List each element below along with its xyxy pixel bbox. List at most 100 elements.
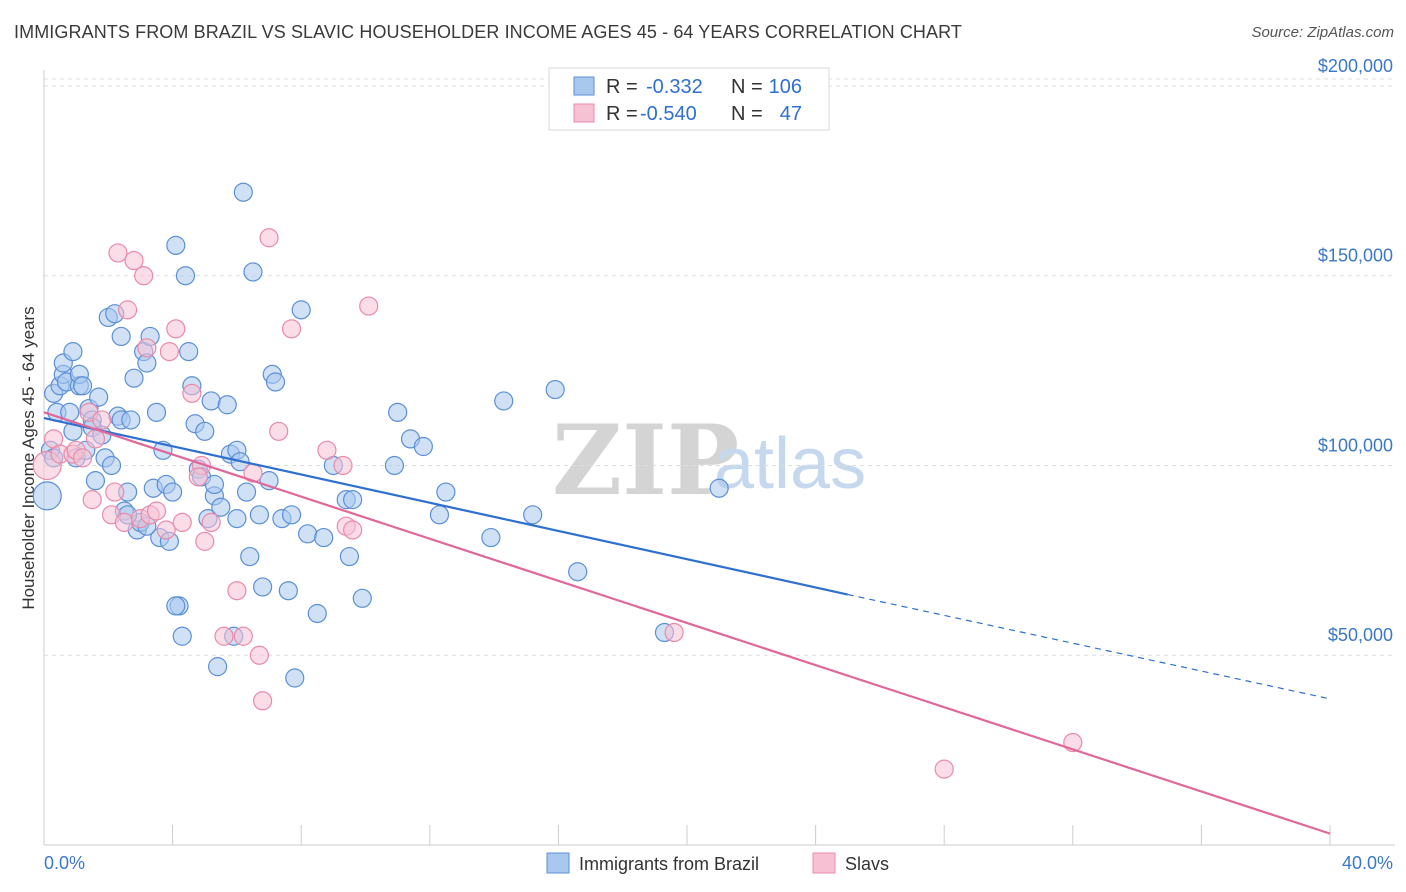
brazil-point bbox=[195, 421, 215, 441]
x-tick-label-max: 40.0% bbox=[1342, 853, 1393, 873]
slavs-point bbox=[269, 421, 289, 441]
brazil-point bbox=[413, 436, 433, 457]
brazil-point bbox=[175, 266, 196, 286]
brazil-point bbox=[179, 342, 199, 362]
slavs-point bbox=[227, 581, 247, 601]
slavs-point bbox=[333, 455, 353, 476]
slavs-point bbox=[343, 520, 363, 540]
brazil-point bbox=[278, 581, 298, 601]
slavs-point bbox=[359, 296, 379, 316]
brazil-point bbox=[236, 482, 257, 502]
brazil-point bbox=[339, 546, 360, 567]
brazil-point bbox=[72, 376, 93, 396]
slavs-point bbox=[156, 520, 176, 540]
brazil-point bbox=[307, 603, 327, 624]
slavs-trend-line bbox=[43, 411, 1331, 835]
brazil-point bbox=[240, 546, 260, 567]
slavs-point bbox=[134, 266, 154, 286]
brazil-point bbox=[568, 562, 588, 582]
slavs-point bbox=[124, 250, 144, 271]
watermark-atlas: atlas bbox=[714, 424, 866, 504]
brazil-point bbox=[121, 410, 141, 430]
x-tick-label-min: 0.0% bbox=[44, 853, 85, 873]
bottom-legend: Immigrants from Brazil Slavs bbox=[546, 852, 889, 874]
brazil-point bbox=[146, 402, 167, 422]
slavs-point bbox=[182, 383, 202, 403]
y-tick-labels: $50,000 $100,000 $150,000 $200,000 bbox=[1318, 56, 1393, 645]
slavs-point bbox=[281, 319, 302, 339]
brazil-point bbox=[494, 391, 514, 411]
top-legend-box bbox=[548, 67, 830, 131]
x-tick-labels: 0.0% 40.0% bbox=[43, 825, 1393, 873]
slavs-point bbox=[159, 342, 179, 362]
source-label: Source: ZipAtlas.com bbox=[1251, 24, 1394, 41]
slavs-point bbox=[195, 531, 215, 551]
brazil-point bbox=[233, 182, 253, 202]
bottom-legend-swatch-slavs bbox=[812, 852, 836, 874]
bottom-legend-label-brazil: Immigrants from Brazil bbox=[579, 854, 759, 874]
slavs-point bbox=[249, 645, 270, 665]
brazil-point bbox=[298, 524, 318, 544]
brazil-point bbox=[201, 391, 221, 411]
slavs-point bbox=[201, 512, 221, 533]
legend-r-value-brazil: -0.332 bbox=[646, 76, 703, 98]
brazil-point bbox=[32, 481, 62, 511]
y-tick-label: $150,000 bbox=[1318, 246, 1393, 266]
y-tick-label: $50,000 bbox=[1328, 625, 1393, 645]
brazil-point bbox=[166, 596, 186, 616]
brazil-point bbox=[249, 505, 270, 525]
brazil-point bbox=[545, 379, 565, 400]
slavs-point bbox=[214, 626, 234, 646]
grid-lines bbox=[44, 78, 1395, 656]
y-axis-title: Householder Income Ages 45 - 64 years bbox=[19, 306, 38, 609]
bottom-legend-label-slavs: Slavs bbox=[845, 854, 889, 874]
slavs-point bbox=[664, 622, 684, 643]
slavs-point bbox=[108, 243, 128, 263]
brazil-point bbox=[211, 497, 231, 517]
brazil-point bbox=[217, 395, 237, 415]
slavs-point bbox=[105, 482, 125, 502]
brazil-point bbox=[314, 527, 334, 548]
brazil-point bbox=[352, 588, 372, 608]
watermark-zip: ZIP bbox=[552, 404, 739, 517]
brazil-point bbox=[172, 626, 192, 646]
slavs-point bbox=[172, 512, 192, 533]
slavs-point bbox=[166, 319, 186, 339]
brazil-point bbox=[709, 478, 729, 498]
legend-n-value-brazil: 106 bbox=[769, 76, 802, 98]
legend-r-value-slavs: -0.540 bbox=[640, 103, 697, 125]
brazil-trend-extension bbox=[847, 593, 1331, 700]
slavs-point bbox=[233, 626, 253, 646]
slavs-point bbox=[85, 429, 106, 449]
brazil-point bbox=[388, 402, 408, 422]
slavs-point bbox=[117, 300, 138, 320]
legend-swatch-slavs bbox=[573, 103, 595, 123]
brazil-point bbox=[436, 482, 456, 502]
brazil-point bbox=[253, 577, 273, 597]
legend-n-value-slavs: 47 bbox=[780, 103, 802, 125]
brazil-point bbox=[243, 262, 263, 282]
brazil-point bbox=[63, 342, 83, 362]
brazil-point bbox=[523, 505, 543, 525]
series-slavs-points bbox=[32, 228, 1083, 779]
brazil-point bbox=[89, 387, 109, 407]
bottom-legend-swatch-brazil bbox=[546, 852, 570, 874]
legend-n-label-brazil: N = bbox=[731, 76, 763, 98]
brazil-trend-line bbox=[43, 416, 848, 596]
slavs-point bbox=[259, 228, 279, 248]
slavs-point bbox=[72, 448, 93, 468]
top-legend: R = -0.332 N = 106 R = -0.540 N = 47 bbox=[548, 67, 830, 131]
brazil-point bbox=[101, 455, 122, 476]
brazil-point bbox=[343, 490, 363, 510]
legend-n-label-slavs: N = bbox=[731, 103, 763, 125]
brazil-point bbox=[163, 482, 183, 502]
y-tick-label: $100,000 bbox=[1318, 435, 1393, 455]
slavs-point bbox=[146, 501, 167, 521]
brazil-point bbox=[265, 372, 286, 392]
slavs-point bbox=[188, 467, 208, 487]
brazil-point bbox=[281, 505, 302, 525]
brazil-point bbox=[285, 668, 305, 688]
brazil-point bbox=[429, 505, 450, 525]
legend-r-label-slavs: R = bbox=[606, 103, 638, 125]
